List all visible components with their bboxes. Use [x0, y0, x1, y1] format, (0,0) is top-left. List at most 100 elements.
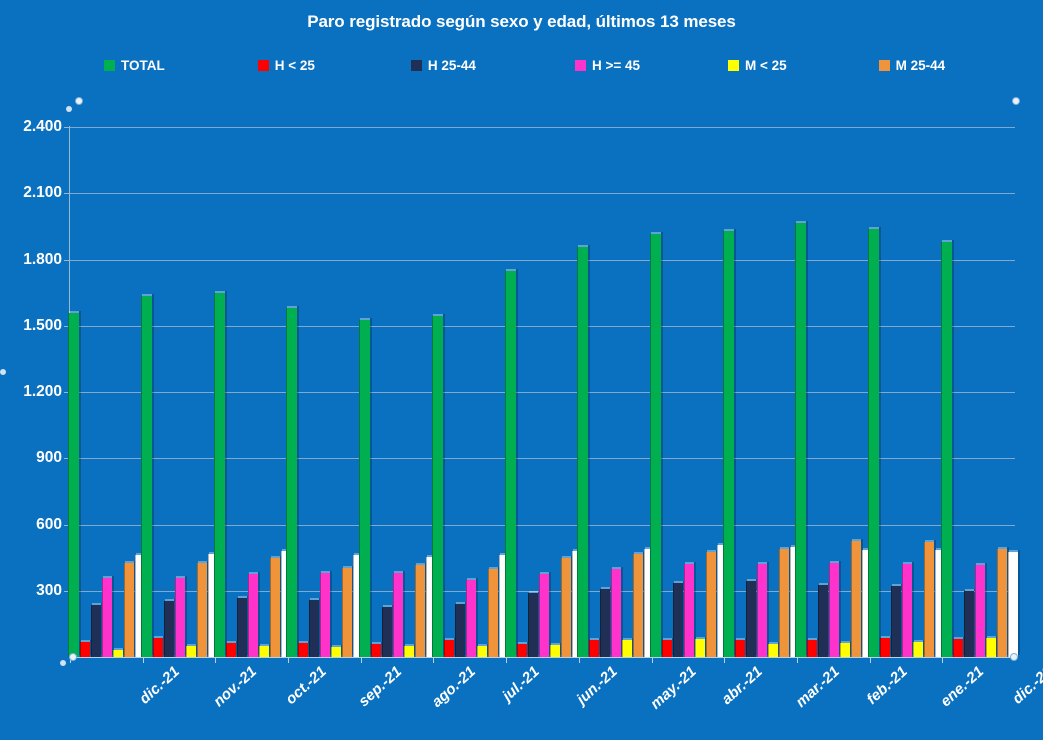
bar-m-25-44[interactable]	[778, 546, 791, 657]
bar-h-45[interactable]	[247, 572, 260, 657]
bar-h-25-44[interactable]	[454, 602, 467, 657]
bar-m-25-44[interactable]	[342, 565, 355, 657]
bar-h-25[interactable]	[80, 639, 93, 657]
bar-h-25[interactable]	[371, 641, 384, 657]
bar-m-25[interactable]	[694, 637, 707, 657]
bar-m-25-44[interactable]	[415, 563, 428, 657]
bar-total[interactable]	[867, 226, 881, 657]
bar-m-25-44[interactable]	[633, 552, 646, 657]
bar-m-25-44[interactable]	[124, 561, 137, 657]
bar-total[interactable]	[431, 313, 445, 657]
bar-h-25[interactable]	[153, 636, 166, 657]
legend-item-h-25-44[interactable]: H 25-44	[410, 58, 476, 73]
bar-h-25-44[interactable]	[236, 596, 249, 657]
bar-h-25[interactable]	[516, 641, 529, 657]
bar-h-45[interactable]	[538, 572, 551, 657]
bar-h-25[interactable]	[807, 638, 820, 657]
bar-group[interactable]	[722, 127, 802, 657]
legend-item-total[interactable]: TOTAL	[104, 58, 165, 73]
bar-group[interactable]	[867, 127, 947, 657]
selection-handle-top-right[interactable]	[1012, 97, 1020, 105]
bar-group[interactable]	[141, 127, 221, 657]
legend-item-m-25[interactable]: M < 25	[727, 58, 787, 73]
bar-m-25[interactable]	[622, 638, 635, 657]
bar-group[interactable]	[431, 127, 511, 657]
bar-m-25[interactable]	[912, 639, 925, 657]
bar-total[interactable]	[940, 239, 954, 657]
bar-total[interactable]	[286, 306, 300, 657]
bar-m-25[interactable]	[549, 642, 562, 657]
bar-m-25[interactable]	[476, 643, 489, 657]
selection-handle-top-left[interactable]	[75, 97, 83, 105]
bar-m-25[interactable]	[331, 645, 344, 657]
bar-h-25[interactable]	[225, 640, 238, 657]
legend-item-m-25-44[interactable]: M 25-44	[878, 58, 945, 73]
bar-h-25-44[interactable]	[309, 597, 322, 657]
bar-m-25[interactable]	[985, 636, 998, 657]
bar-h-45[interactable]	[102, 575, 115, 657]
bar-h-25-44[interactable]	[91, 603, 104, 657]
bar-h-25-44[interactable]	[527, 590, 540, 657]
bar-h-25-44[interactable]	[672, 581, 685, 657]
selection-handle-left-middle[interactable]	[0, 369, 6, 375]
bar-m-25[interactable]	[404, 643, 417, 657]
bar-h-25-44[interactable]	[818, 583, 831, 657]
selection-handle-bottom-left-inner[interactable]	[60, 660, 66, 666]
bar-h-45[interactable]	[611, 566, 624, 657]
bar-m-25[interactable]	[840, 640, 853, 657]
bar-group[interactable]	[940, 127, 1020, 657]
bar-group[interactable]	[577, 127, 657, 657]
bar-h-25[interactable]	[443, 638, 456, 657]
bar-h-25-44[interactable]	[963, 588, 976, 657]
plot-area[interactable]	[64, 126, 1020, 658]
selection-handle-bottom-left[interactable]	[69, 653, 77, 661]
bar-m-25[interactable]	[186, 643, 199, 657]
bar-group[interactable]	[504, 127, 584, 657]
bar-group[interactable]	[795, 127, 875, 657]
bar-h-25[interactable]	[661, 638, 674, 657]
bar-h-45[interactable]	[901, 562, 914, 657]
bar-m-25[interactable]	[767, 641, 780, 657]
bar-h-45[interactable]	[683, 562, 696, 657]
bar-total[interactable]	[577, 245, 591, 657]
bar-h-25-44[interactable]	[382, 605, 395, 657]
bar-m-25-44[interactable]	[705, 550, 718, 657]
bar-m-25-44[interactable]	[487, 566, 500, 657]
bar-total[interactable]	[141, 293, 155, 657]
bar-total[interactable]	[649, 232, 663, 657]
selection-handle-top-left-inner[interactable]	[66, 106, 72, 112]
bar-h-45[interactable]	[974, 563, 987, 657]
bar-group[interactable]	[359, 127, 439, 657]
bar-h-25[interactable]	[879, 636, 892, 657]
bar-total[interactable]	[795, 221, 809, 657]
bar-h-45[interactable]	[756, 562, 769, 657]
bar-h-25[interactable]	[734, 638, 747, 657]
legend-item-h-25[interactable]: H < 25	[257, 58, 315, 73]
bar-m-25-44[interactable]	[197, 561, 210, 657]
bar-h-45[interactable]	[829, 561, 842, 657]
bar-m-25-44[interactable]	[560, 555, 573, 657]
bar-group[interactable]	[286, 127, 366, 657]
bar-h-25-44[interactable]	[600, 586, 613, 657]
bar-h-45[interactable]	[175, 575, 188, 657]
bar-total[interactable]	[68, 310, 82, 657]
bar-h-45[interactable]	[465, 577, 478, 657]
bar-m-25[interactable]	[113, 648, 126, 657]
bar-m-25-44[interactable]	[923, 540, 936, 657]
bar-h-25-44[interactable]	[745, 578, 758, 657]
bar-group[interactable]	[68, 127, 148, 657]
bar-h-45[interactable]	[393, 571, 406, 657]
bar-group[interactable]	[213, 127, 293, 657]
bar-m-25[interactable]	[258, 643, 271, 657]
bar-total[interactable]	[504, 268, 518, 657]
bar-h-25-44[interactable]	[164, 598, 177, 657]
bar-h-25[interactable]	[589, 638, 602, 657]
bar-h-45[interactable]	[320, 571, 333, 657]
bar-h-25[interactable]	[298, 640, 311, 657]
bar-h-25-44[interactable]	[890, 584, 903, 657]
bar-m-45[interactable]	[1007, 550, 1020, 657]
bar-total[interactable]	[722, 228, 736, 657]
bar-m-25-44[interactable]	[269, 555, 282, 657]
